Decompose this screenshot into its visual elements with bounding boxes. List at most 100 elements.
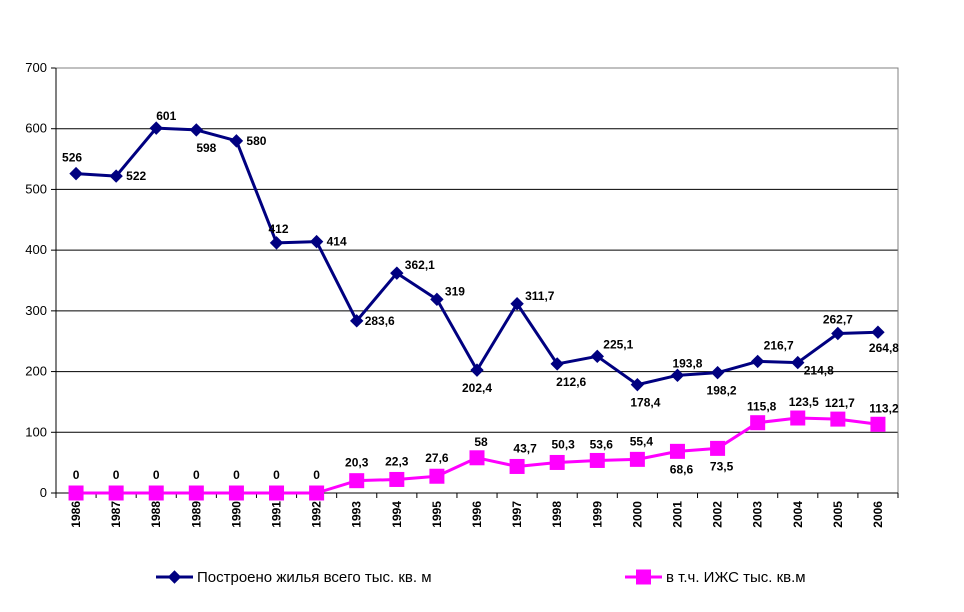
data-point [430, 292, 444, 307]
data-label: 0 [153, 468, 160, 482]
y-tick-label: 300 [25, 303, 47, 318]
data-label: 214,8 [804, 364, 834, 378]
data-point [871, 325, 885, 339]
data-point [189, 123, 204, 137]
y-tick-label: 600 [25, 121, 47, 136]
data-label: 20,3 [345, 456, 369, 470]
x-tick-label: 1999 [590, 501, 604, 528]
data-label: 212,6 [556, 375, 586, 389]
data-point [228, 485, 244, 501]
data-label: 225,1 [603, 337, 633, 351]
x-tick-label: 2003 [751, 501, 765, 528]
axes [51, 67, 899, 498]
data-point [590, 349, 604, 364]
data-label: 53,6 [590, 437, 614, 451]
data-label: 0 [273, 468, 280, 482]
x-tick-label: 2000 [630, 501, 644, 528]
data-label: 598 [196, 141, 216, 155]
y-tick-label: 700 [25, 60, 47, 75]
data-point [69, 166, 83, 181]
data-point [750, 354, 765, 369]
data-label: 73,5 [710, 459, 734, 473]
data-label: 113,2 [869, 401, 899, 415]
data-point [831, 326, 845, 341]
data-point [669, 443, 685, 459]
legend-label: в т.ч. ИЖС тыс. кв.м [666, 569, 806, 586]
plot-area-border [55, 67, 899, 494]
data-label: 198,2 [707, 384, 737, 398]
data-label: 68,6 [670, 462, 694, 476]
x-tick-label: 1996 [470, 501, 484, 528]
data-label: 22,3 [385, 454, 409, 468]
data-point [710, 365, 725, 380]
data-label: 283,6 [365, 314, 395, 328]
x-tick-label: 1986 [69, 501, 83, 528]
data-point [349, 473, 365, 489]
x-axis-tick-labels: 1986 1987 1988 1989 1990 1991 1992 1993 1994 1995… [69, 501, 885, 528]
data-label: 216,7 [764, 338, 794, 352]
x-tick-label: 1987 [109, 501, 123, 528]
x-tick-label: 1993 [350, 501, 364, 528]
y-tick-label: 100 [25, 424, 47, 439]
x-tick-label: 1994 [390, 501, 404, 528]
data-label: 27,6 [425, 451, 449, 465]
data-point [469, 450, 485, 466]
data-point [309, 234, 324, 249]
data-label: 414 [327, 235, 347, 249]
data-point [109, 169, 123, 183]
x-tick-label: 1995 [430, 501, 444, 528]
data-point [429, 468, 445, 484]
data-label: 262,7 [823, 313, 853, 327]
data-label: 319 [445, 284, 465, 298]
y-tick-label: 0 [40, 485, 47, 500]
legend-marker [636, 569, 651, 585]
x-tick-label: 2006 [871, 501, 885, 528]
data-point [550, 357, 564, 371]
series-line [75, 126, 879, 387]
data-label: 0 [313, 468, 320, 482]
x-tick-label: 1990 [229, 501, 243, 528]
data-label: 0 [193, 468, 200, 482]
x-tick-label: 1988 [149, 501, 163, 528]
data-point [510, 297, 524, 311]
data-label: 0 [73, 468, 80, 482]
data-point [830, 411, 846, 427]
data-label: 178,4 [630, 396, 660, 410]
data-point [149, 121, 163, 135]
data-label: 55,4 [630, 434, 654, 448]
data-label: 50,3 [552, 437, 576, 451]
data-label: 601 [156, 109, 176, 123]
data-label: 580 [246, 134, 266, 148]
data-point [710, 440, 726, 456]
data-point [269, 485, 285, 501]
data-point [589, 452, 605, 468]
data-point [350, 314, 364, 328]
data-label: 115,8 [747, 400, 777, 414]
legend-label: Построено жилья всего тыс. кв. м [197, 569, 432, 586]
data-label: 43,7 [513, 441, 537, 455]
data-label: 522 [126, 169, 146, 183]
data-point [390, 266, 404, 280]
data-labels: 526522601598580412414283,6362,1319202,43… [62, 109, 899, 482]
x-tick-label: 1992 [310, 501, 324, 528]
y-tick-label: 500 [25, 181, 47, 196]
x-tick-label: 2005 [831, 501, 845, 528]
y-tick-label: 200 [25, 364, 47, 379]
data-point [470, 363, 484, 377]
data-point [108, 485, 124, 501]
series-group [68, 121, 886, 501]
data-point [269, 236, 284, 250]
data-point [629, 451, 645, 467]
y-axis-tick-labels: 0 100 200 300 400 500 600 700 [25, 60, 47, 500]
data-label: 311,7 [525, 289, 555, 303]
data-point [68, 485, 84, 501]
data-point [148, 485, 164, 501]
data-point [750, 415, 766, 431]
data-point [229, 134, 244, 148]
data-label: 0 [113, 468, 120, 482]
x-tick-label: 2002 [711, 501, 725, 528]
x-tick-label: 2004 [791, 501, 805, 528]
data-point [670, 368, 685, 383]
legend-marker [167, 570, 182, 584]
